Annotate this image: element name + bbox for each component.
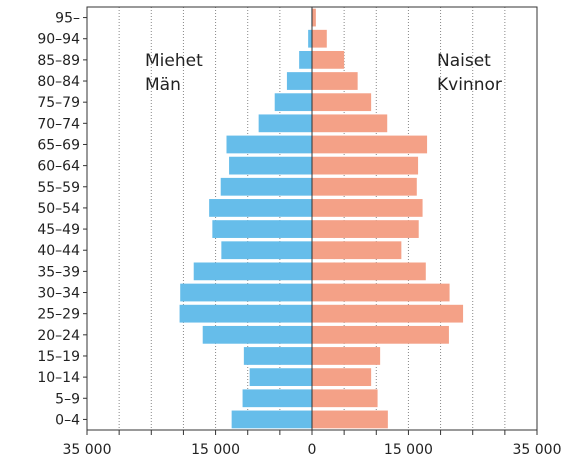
age-group-label: 30–34 [37, 286, 80, 302]
female-bar-12 [312, 156, 419, 175]
male-bar-10 [209, 199, 312, 217]
female-bar-10 [312, 199, 423, 217]
male-bar-0 [231, 410, 312, 429]
age-group-label: 0–4 [55, 412, 80, 428]
age-group-label: 15–19 [37, 349, 80, 365]
age-group-label: 45–49 [37, 222, 80, 238]
age-group-label: 20–24 [37, 328, 80, 344]
female-bar-18 [312, 29, 327, 48]
female-bar-6 [312, 283, 450, 302]
x-tick-label: 15 000 [384, 442, 433, 458]
male-bar-1 [242, 389, 312, 408]
male-bar-6 [180, 283, 312, 302]
male-bar-4 [202, 325, 312, 344]
female-bar-19 [312, 8, 316, 27]
age-group-label: 80–84 [37, 74, 80, 90]
male-bar-5 [179, 304, 312, 323]
age-group-label: 65–69 [37, 137, 80, 153]
bars [179, 8, 464, 429]
x-tick-label: 0 [308, 442, 317, 458]
age-group-label: 25–29 [37, 307, 80, 323]
age-group-label: 50–54 [37, 201, 80, 217]
axes: 35 000 15 000 0 15 000 35 000 0–4 5–9 10–14 15–1… [37, 7, 562, 458]
male-bar-3 [243, 347, 312, 365]
male-bar-14 [258, 114, 312, 133]
age-group-label: 35–39 [37, 264, 80, 280]
age-group-label: 5–9 [55, 391, 80, 407]
female-bar-7 [312, 262, 426, 281]
female-bar-5 [312, 304, 464, 323]
male-bar-7 [193, 262, 312, 281]
females-label-sv: Kvinnor [437, 75, 502, 95]
female-bar-1 [312, 389, 378, 408]
female-bar-11 [312, 177, 417, 196]
female-bar-4 [312, 325, 449, 344]
age-group-label: 10–14 [37, 370, 80, 386]
male-bar-13 [226, 135, 312, 154]
female-bar-13 [312, 135, 428, 154]
male-bar-16 [286, 72, 312, 90]
age-group-label: 60–64 [37, 159, 80, 175]
x-tick-label: 35 000 [513, 442, 562, 458]
x-tick-label: 35 000 [63, 442, 112, 458]
age-group-label: 90–94 [37, 32, 80, 48]
female-bar-9 [312, 220, 419, 238]
female-bar-3 [312, 347, 381, 365]
male-bar-18 [308, 29, 312, 48]
male-bar-17 [299, 50, 312, 69]
female-bar-0 [312, 410, 388, 429]
female-bar-17 [312, 50, 345, 69]
age-group-label: 40–44 [37, 243, 80, 259]
male-bar-15 [274, 93, 312, 112]
age-group-label: 55–59 [37, 180, 80, 196]
females-label-fi: Naiset [437, 51, 491, 71]
female-bar-14 [312, 114, 388, 133]
age-group-label: 95– [55, 11, 80, 27]
female-bar-2 [312, 368, 372, 387]
males-label-fi: Miehet [145, 51, 203, 71]
female-bar-16 [312, 72, 358, 90]
age-group-label: 75–79 [37, 95, 80, 111]
age-group-label: 85–89 [37, 53, 80, 69]
female-bar-8 [312, 241, 402, 260]
male-bar-2 [249, 368, 312, 387]
male-bar-12 [229, 156, 312, 175]
male-bar-11 [220, 177, 312, 196]
x-tick-label: 15 000 [191, 442, 240, 458]
age-group-label: 70–74 [37, 116, 80, 132]
male-bar-8 [221, 241, 312, 260]
males-label-sv: Män [145, 75, 181, 95]
female-bar-15 [312, 93, 372, 112]
male-bar-9 [212, 220, 312, 238]
